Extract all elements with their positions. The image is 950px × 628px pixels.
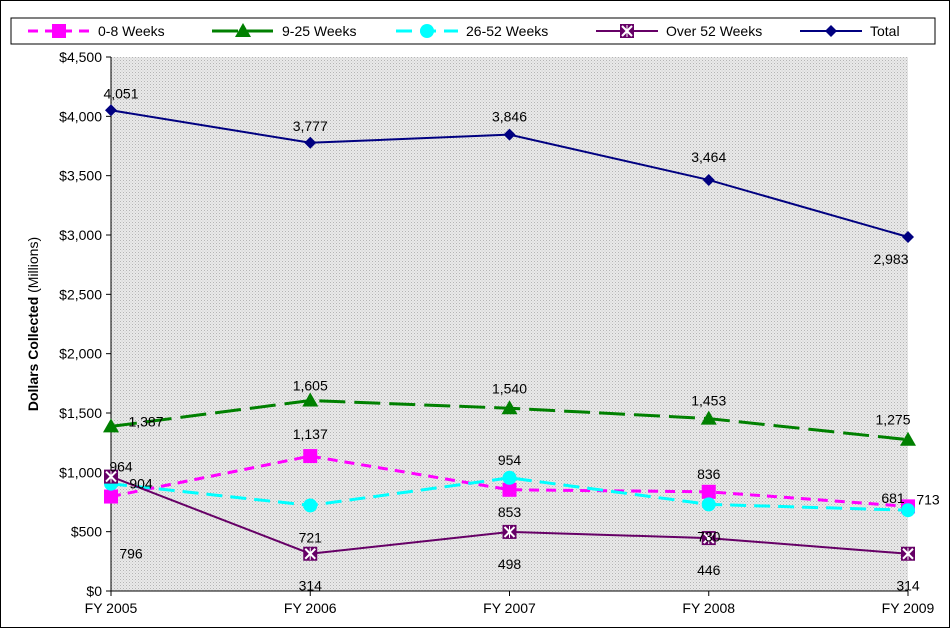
data-label: 2,983 [873, 251, 908, 267]
data-label: 964 [109, 459, 133, 475]
data-label: 853 [498, 504, 522, 520]
y-tick-label: $4,000 [59, 108, 102, 124]
data-point [503, 128, 516, 141]
legend-marker [825, 25, 837, 37]
y-tick-label: $0 [86, 583, 102, 599]
y-tick-label: $2,500 [59, 286, 102, 302]
data-point [502, 482, 517, 497]
legend-label: Total [870, 23, 900, 39]
data-point [700, 410, 717, 425]
data-point [103, 418, 119, 433]
data-label: 681 [881, 490, 905, 506]
y-tick-label: $500 [71, 524, 102, 540]
data-label: 721 [299, 529, 323, 545]
data-point [303, 449, 318, 464]
series-markers [103, 104, 916, 561]
x-tick-label: FY 2009 [882, 600, 935, 616]
legend-label: Over 52 Weeks [666, 23, 762, 39]
data-label: 3,846 [492, 109, 527, 125]
data-point [900, 431, 916, 446]
data-label: 1,387 [128, 413, 163, 429]
series-line-2 [110, 476, 909, 512]
data-label: 730 [697, 528, 721, 544]
legend-marker [420, 24, 434, 38]
data-point [304, 136, 317, 149]
data-label: 1,453 [691, 393, 726, 409]
legend-marker [620, 24, 634, 38]
data-label: 836 [697, 466, 721, 482]
y-tick-label: $2,000 [59, 346, 102, 362]
data-point [902, 231, 914, 244]
data-label: 796 [119, 546, 143, 562]
data-labels: 796 1,137 853 836 713 1,387 1,605 1,540 1,453 1,2… [103, 85, 939, 593]
data-point [104, 489, 118, 504]
data-point [502, 524, 517, 539]
y-tick-label: $1,500 [59, 405, 102, 421]
data-label: 446 [697, 562, 721, 578]
legend-label: 26-52 Weeks [466, 23, 548, 39]
data-point [501, 400, 518, 415]
data-label: 1,275 [875, 412, 910, 428]
data-label: 3,464 [691, 149, 726, 165]
y-axis-title: Dollars Collected (Millions) [25, 237, 41, 411]
data-point [702, 173, 715, 186]
legend-items: 0-8 Weeks 9-25 Weeks 26-52 Weeks Over 52 We… [28, 23, 900, 39]
x-tick-label: FY 2007 [483, 600, 536, 616]
data-point [701, 484, 716, 499]
data-label: 3,777 [293, 118, 328, 134]
x-tick-label: FY 2005 [85, 600, 138, 616]
x-tick-label: FY 2008 [682, 600, 735, 616]
legend-label: 9-25 Weeks [282, 23, 356, 39]
y-tick-label: $3,000 [59, 227, 102, 243]
data-label: 498 [498, 556, 522, 572]
legend-label: 0-8 Weeks [98, 23, 165, 39]
data-point [302, 392, 319, 407]
data-point [303, 546, 318, 561]
legend-marker [52, 24, 66, 38]
legend-box [10, 17, 936, 45]
data-label: 713 [916, 491, 940, 507]
x-tick-label: FY 2006 [284, 600, 337, 616]
data-label: 1,605 [293, 378, 328, 394]
series-line-0 [110, 454, 909, 508]
data-point [701, 531, 716, 546]
data-point [901, 546, 915, 561]
y-tick-label: $1,000 [59, 464, 102, 480]
data-point [303, 498, 318, 513]
data-point [701, 497, 716, 512]
data-point [105, 104, 117, 117]
data-label: 1,540 [492, 380, 527, 396]
plot-area [111, 57, 908, 591]
data-label: 314 [299, 578, 323, 594]
data-point [901, 503, 915, 518]
data-label: 314 [896, 578, 920, 594]
data-label: 904 [129, 476, 153, 492]
y-tick-label: $3,500 [59, 168, 102, 184]
data-label: 1,137 [293, 426, 328, 442]
data-point [502, 470, 517, 485]
data-label: 4,051 [103, 85, 138, 101]
data-label: 954 [498, 452, 522, 468]
legend-marker [235, 23, 251, 37]
data-point [104, 469, 118, 484]
y-axis-title-unit: (Millions) [25, 237, 41, 293]
y-axis-title-bold: Dollars Collected [25, 297, 41, 411]
y-tick-label: $4,500 [59, 49, 102, 65]
